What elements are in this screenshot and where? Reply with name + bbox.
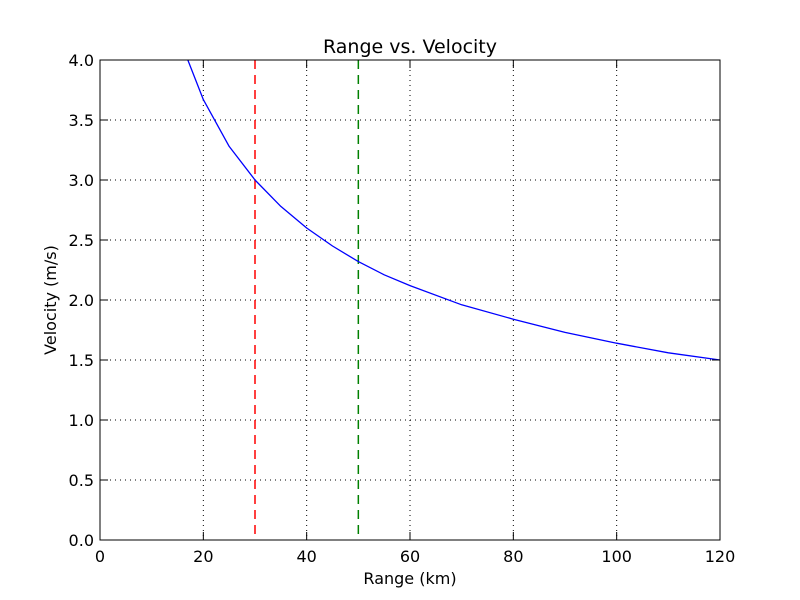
y-tick-label-1: 0.5 [69,471,94,490]
reference-lines [254,60,360,540]
tick-labels: 0 20 40 60 80 100 120 0.0 0.5 1.0 1.5 2.0 2.5 3.0 3.5 4… [69,51,736,566]
x-tick-label-5: 100 [601,547,632,566]
x-axis-title: Range (km) [363,569,456,588]
y-tick-label-5: 2.5 [69,231,94,250]
x-tick-label-4: 80 [503,547,523,566]
x-tick-label-1: 20 [193,547,213,566]
x-tick-label-6: 120 [705,547,736,566]
y-tick-label-8: 4.0 [69,51,94,70]
series-group [187,59,721,361]
y-tick-label-0: 0.0 [69,531,94,550]
x-tick-label-2: 40 [296,547,316,566]
x-tick-label-0: 0 [95,547,105,566]
y-tick-label-4: 2.0 [69,291,94,310]
y-tick-label-6: 3.0 [69,171,94,190]
y-tick-label-2: 1.0 [69,411,94,430]
y-tick-label-3: 1.5 [69,351,94,370]
tick-marks [99,59,721,541]
y-tick-label-7: 3.5 [69,111,94,130]
chart-title: Range vs. Velocity [323,36,497,58]
y-axis-title: Velocity (m/s) [41,245,60,355]
series-line-0 [187,59,721,361]
x-tick-label-3: 60 [400,547,420,566]
